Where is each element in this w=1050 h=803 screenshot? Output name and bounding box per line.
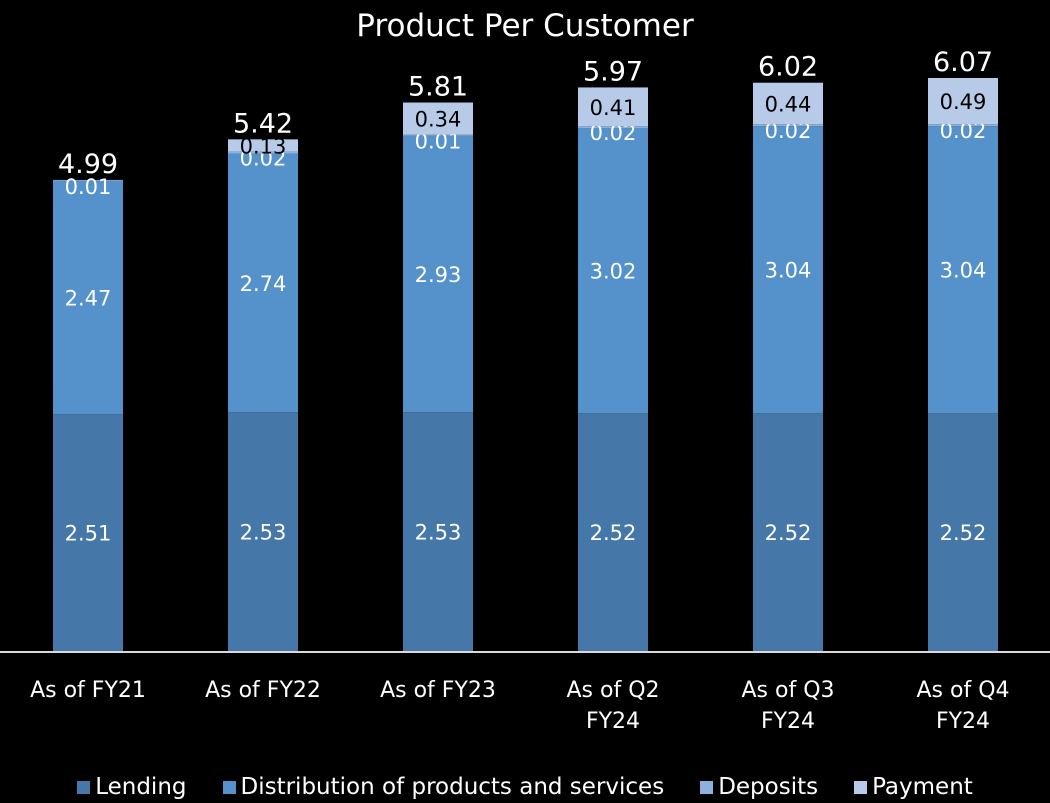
legend-label-lending: Lending	[95, 774, 187, 800]
data-label-distribution-of-products-and-services-1: 2.74	[240, 272, 287, 296]
legend-item-payment: Payment	[854, 774, 973, 800]
bar-segment-deposits-1	[228, 151, 298, 154]
x-tick-label-2-0: As of FY23	[380, 678, 496, 703]
bar-segment-distribution-of-products-and-services-5	[928, 126, 998, 414]
bar-segment-deposits-3	[578, 126, 648, 129]
bar-segment-payment-2	[403, 102, 473, 135]
data-label-lending-2: 2.53	[415, 521, 462, 545]
bar-segment-deposits-0	[53, 179, 123, 181]
legend-swatch-deposits	[700, 780, 714, 794]
bar-segment-deposits-4	[753, 124, 823, 127]
bar-segment-distribution-of-products-and-services-4	[753, 126, 823, 414]
data-label-payment-4: 0.44	[765, 92, 812, 116]
bar-segment-payment-5	[928, 77, 998, 125]
data-label-deposits-0: 0.01	[65, 175, 112, 199]
x-tick-label-3-1: FY24	[586, 709, 640, 734]
bar-segment-deposits-5	[928, 124, 998, 127]
x-tick-label-1-0: As of FY22	[205, 678, 321, 703]
bar-segment-deposits-2	[403, 134, 473, 136]
data-label-distribution-of-products-and-services-0: 2.47	[65, 286, 112, 310]
data-label-distribution-of-products-and-services-4: 3.04	[765, 259, 812, 283]
bar-segment-lending-4	[753, 413, 823, 651]
total-label-4: 6.02	[758, 52, 818, 83]
data-label-lending-5: 2.52	[940, 521, 987, 545]
bar-segment-distribution-of-products-and-services-2	[403, 135, 473, 413]
data-label-lending-4: 2.52	[765, 521, 812, 545]
x-tick-label-3-0: As of Q2	[566, 678, 659, 703]
data-label-lending-3: 2.52	[590, 521, 637, 545]
legend-label-deposits: Deposits	[718, 774, 819, 800]
data-label-payment-1: 0.13	[240, 134, 287, 158]
legend-label-distribution-of-products-and-services: Distribution of products and services	[240, 774, 665, 800]
bar-segment-distribution-of-products-and-services-3	[578, 128, 648, 414]
bar-segment-lending-1	[228, 412, 298, 651]
bar-segment-payment-3	[578, 87, 648, 127]
data-label-lending-0: 2.51	[65, 522, 112, 546]
total-label-2: 5.81	[408, 72, 468, 103]
legend-item-lending: Lending	[77, 774, 187, 800]
x-tick-label-4-1: FY24	[761, 709, 815, 734]
x-tick-label-5-0: As of Q4	[916, 678, 1009, 703]
data-label-distribution-of-products-and-services-5: 3.04	[940, 259, 987, 283]
data-label-distribution-of-products-and-services-3: 3.02	[590, 260, 637, 284]
chart-title: Product Per Customer	[356, 8, 694, 44]
bar-segment-distribution-of-products-and-services-0	[53, 180, 123, 415]
x-tick-label-0-0: As of FY21	[30, 678, 146, 703]
x-tick-label-5-1: FY24	[936, 709, 990, 734]
legend-item-distribution-of-products-and-services: Distribution of products and services	[222, 774, 665, 800]
data-label-lending-1: 2.53	[240, 521, 287, 545]
bar-segment-lending-2	[403, 412, 473, 651]
bars-group: 2.512.470.014.992.532.740.020.135.422.53…	[53, 47, 998, 651]
legend-item-deposits: Deposits	[700, 774, 818, 800]
data-label-payment-5: 0.49	[940, 90, 987, 114]
bar-segment-lending-0	[53, 414, 123, 651]
legend-swatch-payment	[854, 780, 868, 794]
bar-segment-lending-5	[928, 413, 998, 651]
legend-label-payment: Payment	[872, 774, 973, 800]
legend: Lending Distribution of products and serv…	[0, 772, 1050, 802]
data-label-payment-2: 0.34	[415, 108, 462, 132]
bar-segment-distribution-of-products-and-services-1	[228, 153, 298, 413]
total-label-0: 4.99	[58, 149, 118, 180]
data-label-payment-3: 0.41	[590, 96, 637, 120]
x-axis-labels: As of FY21 As of FY22 As of FY23 As of Q2 FY…	[30, 678, 1009, 734]
total-label-3: 5.97	[583, 56, 643, 87]
bar-segment-lending-3	[578, 413, 648, 651]
data-label-distribution-of-products-and-services-2: 2.93	[415, 263, 462, 287]
total-label-5: 6.07	[933, 47, 993, 78]
legend-swatch-distribution-of-products-and-services	[222, 780, 236, 794]
total-label-1: 5.42	[233, 108, 293, 139]
x-tick-label-4-0: As of Q3	[741, 678, 834, 703]
legend-swatch-lending	[77, 780, 91, 794]
bar-segment-payment-4	[753, 82, 823, 125]
bar-segment-payment-1	[228, 139, 298, 152]
